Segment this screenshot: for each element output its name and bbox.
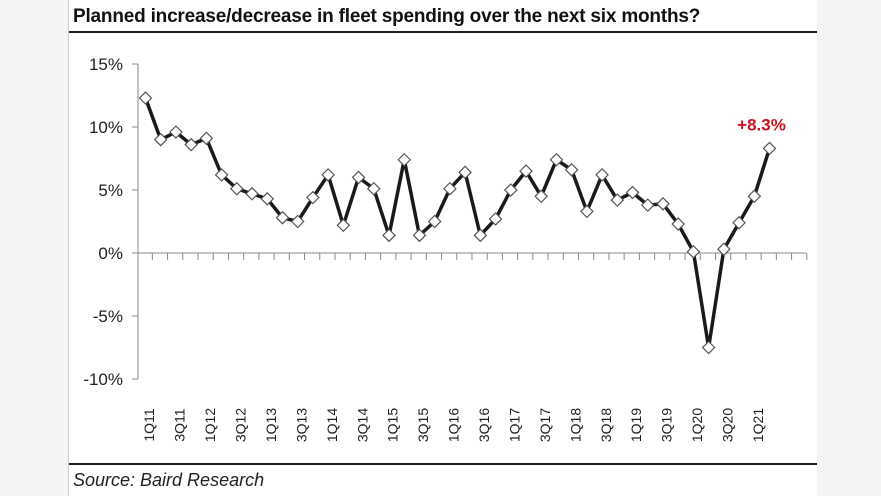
- x-tick-label: 1Q19: [628, 408, 644, 442]
- data-point-marker: [229, 181, 244, 196]
- x-tick-label: 3Q11: [172, 408, 188, 441]
- data-point-marker: [336, 218, 351, 233]
- data-point-marker: [488, 212, 503, 226]
- y-tick-label: 10%: [89, 118, 123, 137]
- x-tick-label: 3Q19: [659, 408, 675, 442]
- data-point-marker: [549, 152, 564, 167]
- data-point-marker: [169, 125, 183, 139]
- data-point-marker: [671, 217, 686, 231]
- x-tick-label: 1Q17: [506, 408, 522, 442]
- y-tick-label: 0%: [98, 244, 123, 263]
- data-point-marker: [610, 193, 625, 207]
- data-point-marker: [701, 340, 716, 355]
- x-tick-label: 1Q12: [202, 408, 218, 442]
- x-tick-label: 1Q15: [385, 408, 401, 442]
- data-point-marker: [473, 228, 488, 243]
- data-point-marker: [366, 181, 381, 196]
- annotation-layer: +8.3%: [737, 115, 786, 134]
- x-tick-label: 3Q20: [720, 408, 736, 442]
- x-tick-label: 1Q18: [567, 408, 583, 442]
- data-point-marker: [519, 164, 533, 178]
- data-point-marker: [443, 181, 457, 196]
- data-label-annotation: +8.3%: [737, 115, 786, 134]
- data-point-marker: [595, 168, 609, 182]
- title-divider: [69, 31, 817, 33]
- data-point-marker: [199, 131, 214, 146]
- data-point-marker: [351, 170, 366, 185]
- x-tick-label: 3Q17: [537, 408, 553, 442]
- x-tick-label: 1Q11: [141, 408, 157, 441]
- data-point-marker: [321, 168, 335, 182]
- data-point-marker: [245, 186, 259, 201]
- x-tick-label: 1Q13: [263, 408, 279, 442]
- data-point-marker: [306, 190, 320, 205]
- data-point-marker: [290, 214, 305, 229]
- x-tick-label: 3Q12: [233, 408, 249, 442]
- source-divider: [69, 463, 817, 465]
- data-point-marker: [153, 132, 168, 147]
- y-tick-label: -5%: [93, 307, 123, 326]
- x-tick-label: 1Q21: [750, 408, 766, 442]
- x-tick-label: 1Q20: [689, 408, 705, 442]
- data-point-marker: [184, 137, 199, 152]
- data-point-marker: [625, 185, 640, 200]
- data-point-marker: [412, 228, 427, 243]
- y-tick-label: -10%: [83, 370, 123, 389]
- data-point-marker: [275, 210, 290, 225]
- data-point-marker: [503, 183, 518, 197]
- x-tick-label: 3Q18: [598, 408, 614, 442]
- source-note: Source: Baird Research: [73, 470, 265, 490]
- x-tick-label: 3Q16: [476, 408, 492, 442]
- data-point-marker: [717, 242, 731, 257]
- data-point-marker: [640, 198, 655, 212]
- data-point-marker: [214, 168, 229, 182]
- x-tick-label: 1Q16: [446, 408, 462, 442]
- data-point-marker: [382, 228, 396, 243]
- data-point-marker: [580, 204, 594, 219]
- data-point-marker: [458, 165, 472, 180]
- x-tick-label: 3Q15: [415, 408, 431, 442]
- data-point-marker: [686, 244, 701, 259]
- data-point-marker: [762, 141, 777, 156]
- y-tick-label: 15%: [89, 55, 123, 74]
- data-point-marker: [732, 215, 746, 230]
- data-point-marker: [747, 189, 762, 204]
- series-layer: [138, 91, 777, 355]
- data-point-marker: [564, 162, 579, 177]
- chart-title: Planned increase/decrease in fleet spend…: [73, 6, 701, 27]
- x-tick-label: 1Q14: [324, 408, 340, 442]
- data-point-marker: [260, 191, 275, 206]
- x-tick-label: 3Q13: [293, 408, 309, 442]
- y-tick-label: 5%: [98, 181, 123, 200]
- data-point-marker: [397, 152, 412, 167]
- data-point-marker: [427, 214, 442, 229]
- data-point-marker: [138, 91, 153, 105]
- axes: 15% 10% 5% 0% -5% -10% 1Q11 3Q11 1Q12 3Q12 1Q13 3Q1…: [83, 55, 808, 442]
- data-point-marker: [534, 189, 549, 204]
- x-tick-label: 3Q14: [354, 408, 370, 442]
- data-point-marker: [656, 197, 670, 211]
